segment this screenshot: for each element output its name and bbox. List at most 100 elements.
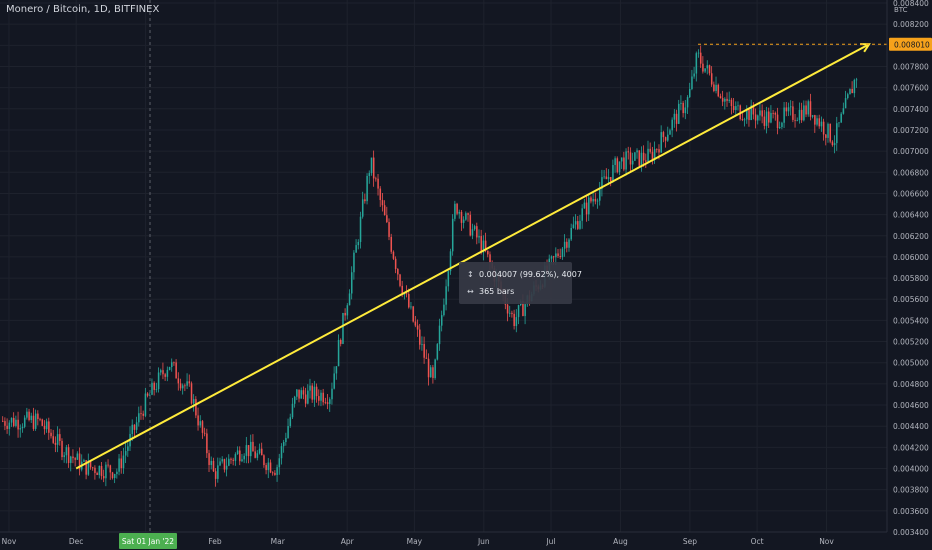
- candle-body: [122, 455, 125, 469]
- candle-body: [432, 367, 434, 378]
- candle-body: [583, 202, 586, 209]
- candle-body: [256, 453, 259, 458]
- candle-body: [377, 178, 379, 189]
- candle-body: [164, 374, 166, 377]
- candle-body: [594, 199, 597, 202]
- candle-body: [375, 178, 377, 180]
- candle-body: [39, 418, 41, 420]
- candle-body: [217, 465, 219, 479]
- candle-body: [10, 417, 13, 423]
- price-tick-label: 0.003600: [893, 507, 929, 516]
- candle-body: [550, 256, 553, 259]
- candle-body: [195, 399, 197, 416]
- candle-body: [52, 436, 55, 443]
- price-badge-value: 0.008010: [894, 40, 930, 49]
- time-tick-label: Nov: [819, 537, 834, 546]
- candle-body: [458, 211, 461, 214]
- price-tick-label: 0.006000: [893, 253, 929, 262]
- price-tick-label: 0.007000: [893, 147, 929, 156]
- candle-body: [829, 123, 832, 142]
- time-axis[interactable]: Nov Dec Feb Mar Apr May Jun Jul Aug Sep Oct Nov: [2, 537, 835, 546]
- candle-body: [774, 112, 777, 115]
- candle-body: [814, 115, 816, 125]
- candle-body: [144, 393, 147, 416]
- candle-body: [43, 425, 46, 430]
- candle-body: [465, 213, 467, 220]
- candle-body: [107, 464, 109, 466]
- candle-body: [313, 386, 316, 400]
- candle-body: [326, 402, 329, 404]
- candle-body: [423, 344, 425, 358]
- candle-body: [61, 440, 63, 458]
- candle-body: [638, 150, 641, 166]
- candle-body: [252, 441, 254, 452]
- candle-body: [476, 226, 478, 238]
- candle-body: [291, 403, 294, 418]
- candle-body: [109, 465, 112, 473]
- candle-body: [168, 367, 171, 370]
- price-tick-label: 0.008400: [893, 0, 929, 8]
- candle-body: [236, 450, 239, 455]
- candle-body: [271, 472, 274, 474]
- trend-line[interactable]: [75, 43, 870, 470]
- candle-body: [359, 216, 362, 242]
- candle-body: [263, 455, 265, 466]
- candle-body: [78, 453, 81, 470]
- time-tick-label: Apr: [341, 537, 355, 546]
- candle-body: [592, 199, 594, 202]
- candle-body: [427, 358, 430, 378]
- candle-body: [74, 458, 76, 460]
- candle-body: [6, 425, 8, 429]
- candle-body: [678, 103, 680, 124]
- candle-body: [552, 256, 555, 258]
- candle-body: [515, 317, 518, 327]
- candle-body: [388, 222, 390, 237]
- candle-body: [201, 421, 204, 433]
- candle-body: [673, 113, 676, 120]
- candle-body: [763, 116, 766, 126]
- candle-body: [199, 421, 202, 426]
- candle-body: [116, 471, 118, 475]
- candle-body: [162, 370, 164, 375]
- candle-body: [368, 173, 371, 176]
- candle-body: [296, 389, 298, 397]
- candle-body: [658, 149, 660, 153]
- candle-body: [614, 158, 616, 166]
- candle-body: [54, 442, 57, 445]
- candle-body: [794, 119, 796, 121]
- candle-body: [765, 111, 768, 126]
- candle-body: [664, 137, 667, 141]
- candle-body: [616, 158, 619, 173]
- candle-body: [623, 157, 625, 170]
- candle-body: [401, 285, 404, 295]
- trend-line-arrowhead: [860, 43, 871, 53]
- candle-body: [410, 306, 412, 308]
- candle-body: [506, 304, 509, 314]
- candle-body: [513, 313, 515, 327]
- candle-body: [640, 152, 643, 166]
- candle-body: [142, 413, 145, 416]
- candle-body: [72, 456, 74, 459]
- candle-body: [680, 102, 682, 104]
- candle-body: [15, 419, 17, 426]
- candle-body: [89, 460, 92, 468]
- price-tick-label: 0.005400: [893, 316, 929, 325]
- candle-body: [662, 132, 665, 138]
- candle-body: [65, 447, 68, 456]
- candle-body: [151, 382, 153, 395]
- candle-body: [717, 84, 720, 97]
- candle-body: [307, 390, 309, 404]
- candle-body: [642, 152, 645, 161]
- candle-body: [203, 432, 206, 434]
- candle-body: [605, 176, 608, 180]
- candle-body: [603, 176, 605, 178]
- candle-body: [473, 226, 476, 230]
- candle-body: [133, 424, 136, 430]
- candle-body: [691, 76, 693, 90]
- candle-body: [94, 467, 96, 473]
- candle-body: [827, 123, 829, 138]
- price-axis[interactable]: 0.003400 0.003600 0.003800 0.004000 0.004200…: [893, 0, 929, 537]
- price-tick-label: 0.007200: [893, 126, 929, 135]
- candle-body: [561, 248, 564, 258]
